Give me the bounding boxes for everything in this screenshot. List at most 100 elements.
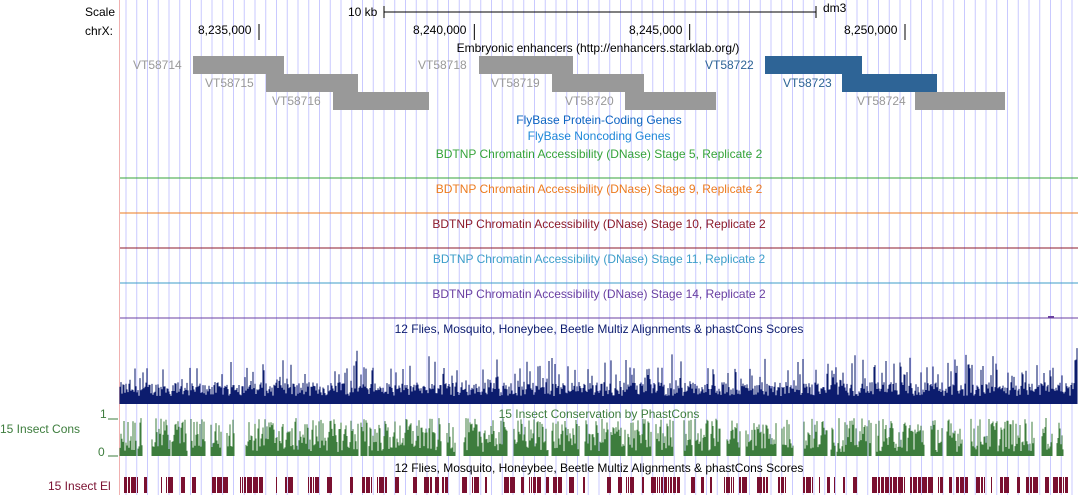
conserved-element bbox=[878, 477, 880, 493]
conserved-element bbox=[785, 477, 786, 493]
conserved-element bbox=[940, 477, 943, 493]
conserved-element bbox=[244, 477, 246, 493]
conserved-element bbox=[628, 477, 629, 493]
insect-el-title[interactable]: 12 Flies, Mosquito, Honeybee, Beetle Mul… bbox=[394, 461, 804, 475]
conserved-element bbox=[546, 477, 549, 493]
conserved-element bbox=[253, 477, 258, 493]
conserved-element bbox=[976, 477, 980, 493]
conserved-element bbox=[435, 477, 439, 493]
flybase-noncoding-title[interactable]: FlyBase Noncoding Genes bbox=[527, 129, 671, 143]
feature-label[interactable]: VT58720 bbox=[565, 94, 614, 108]
conserved-element bbox=[583, 477, 585, 493]
insect-cons-side-label[interactable]: 15 Insect Cons bbox=[0, 422, 81, 436]
conserved-element bbox=[288, 477, 293, 493]
conserved-element bbox=[651, 477, 656, 493]
dnase-track-title[interactable]: BDTNP Chromatin Accessibility (DNase) St… bbox=[435, 147, 763, 161]
conserved-element bbox=[192, 477, 196, 493]
conserved-element bbox=[803, 477, 805, 493]
conserved-element bbox=[462, 477, 467, 493]
multiz-wiggle bbox=[119, 348, 1078, 404]
feature-label[interactable]: VT58715 bbox=[205, 76, 254, 90]
conserved-element bbox=[981, 477, 983, 493]
conserved-element bbox=[626, 477, 627, 493]
conserved-element bbox=[657, 477, 658, 493]
conserved-element bbox=[385, 477, 387, 493]
multiz-track-title[interactable]: 12 Flies, Mosquito, Honeybee, Beetle Mul… bbox=[394, 322, 804, 336]
dnase-track-title[interactable]: BDTNP Chromatin Accessibility (DNase) St… bbox=[432, 287, 766, 301]
conserved-element bbox=[558, 477, 562, 493]
scale-bar-label: 10 kb bbox=[348, 5, 378, 19]
conserved-element bbox=[1000, 477, 1003, 493]
conserved-element bbox=[965, 477, 968, 493]
dnase-track-title[interactable]: BDTNP Chromatin Accessibility (DNase) St… bbox=[435, 182, 763, 196]
insect-cons-wiggle bbox=[119, 418, 1064, 456]
conserved-element bbox=[217, 477, 222, 493]
conserved-element bbox=[673, 477, 676, 493]
feature-label[interactable]: VT58716 bbox=[272, 94, 321, 108]
enhancers-track-title[interactable]: Embryonic enhancers (http://enhancers.st… bbox=[456, 41, 740, 55]
conserved-element bbox=[661, 477, 663, 493]
conserved-element bbox=[240, 477, 241, 493]
enhancer-feature bbox=[333, 92, 429, 110]
conserved-element bbox=[395, 477, 399, 493]
conserved-element bbox=[778, 477, 780, 493]
conserved-element bbox=[168, 477, 173, 493]
conserved-element bbox=[1030, 477, 1032, 493]
conserved-element bbox=[731, 477, 732, 493]
dnase-track-title[interactable]: BDTNP Chromatin Accessibility (DNase) St… bbox=[432, 217, 766, 231]
conserved-element bbox=[1063, 477, 1064, 493]
conserved-element bbox=[166, 477, 167, 493]
conserved-element bbox=[677, 477, 680, 493]
feature-label[interactable]: VT58719 bbox=[491, 76, 540, 90]
insect-cons-max-label: 1 bbox=[100, 407, 107, 421]
conserved-element bbox=[960, 477, 964, 493]
conserved-element bbox=[137, 477, 138, 493]
tick-label: 8,235,000 bbox=[198, 23, 252, 37]
insect-cons-title[interactable]: 15 Insect Conservation by PhastCons bbox=[498, 407, 700, 421]
conserved-element bbox=[701, 477, 704, 493]
conserved-element bbox=[285, 477, 287, 493]
enhancer-feature bbox=[266, 74, 358, 92]
conserved-element bbox=[913, 477, 917, 493]
conserved-element bbox=[131, 477, 136, 493]
conserved-element bbox=[881, 477, 884, 493]
enhancer-feature bbox=[915, 92, 1005, 110]
conserved-element bbox=[918, 477, 921, 493]
conserved-element bbox=[618, 477, 622, 493]
feature-label[interactable]: VT58723 bbox=[783, 76, 832, 90]
conserved-element bbox=[161, 477, 162, 493]
conserved-element bbox=[928, 477, 933, 493]
conserved-element bbox=[485, 477, 487, 493]
dnase-signal-peak bbox=[1048, 316, 1054, 318]
scale-label: Scale bbox=[85, 5, 116, 19]
dnase-track-title[interactable]: BDTNP Chromatin Accessibility (DNase) St… bbox=[432, 252, 766, 266]
flybase-coding-title[interactable]: FlyBase Protein-Coding Genes bbox=[516, 113, 682, 127]
conserved-element bbox=[474, 477, 479, 493]
conserved-element bbox=[510, 477, 515, 493]
conserved-element bbox=[827, 477, 830, 493]
conserved-element bbox=[742, 477, 747, 493]
feature-label[interactable]: VT58722 bbox=[705, 58, 754, 72]
conserved-element bbox=[726, 477, 730, 493]
conserved-element bbox=[668, 477, 669, 493]
conserved-element bbox=[531, 477, 532, 493]
insect-el-side-label[interactable]: 15 Insect El bbox=[48, 479, 111, 493]
enhancer-feature bbox=[193, 56, 284, 74]
conserved-element bbox=[424, 477, 429, 493]
feature-label[interactable]: VT58714 bbox=[133, 58, 182, 72]
conserved-element bbox=[938, 477, 939, 493]
conserved-element bbox=[445, 477, 448, 493]
enhancer-feature bbox=[842, 74, 937, 92]
conserved-element bbox=[276, 477, 277, 493]
feature-label[interactable]: VT58718 bbox=[418, 58, 467, 72]
feature-label[interactable]: VT58724 bbox=[857, 94, 906, 108]
conserved-element bbox=[843, 477, 845, 493]
insect-cons-min-label: 0 bbox=[98, 445, 105, 459]
enhancer-feature bbox=[479, 56, 573, 74]
conserved-element bbox=[362, 477, 365, 493]
conserved-element bbox=[1033, 477, 1038, 493]
conserved-element bbox=[781, 477, 784, 493]
conserved-element bbox=[757, 477, 762, 493]
